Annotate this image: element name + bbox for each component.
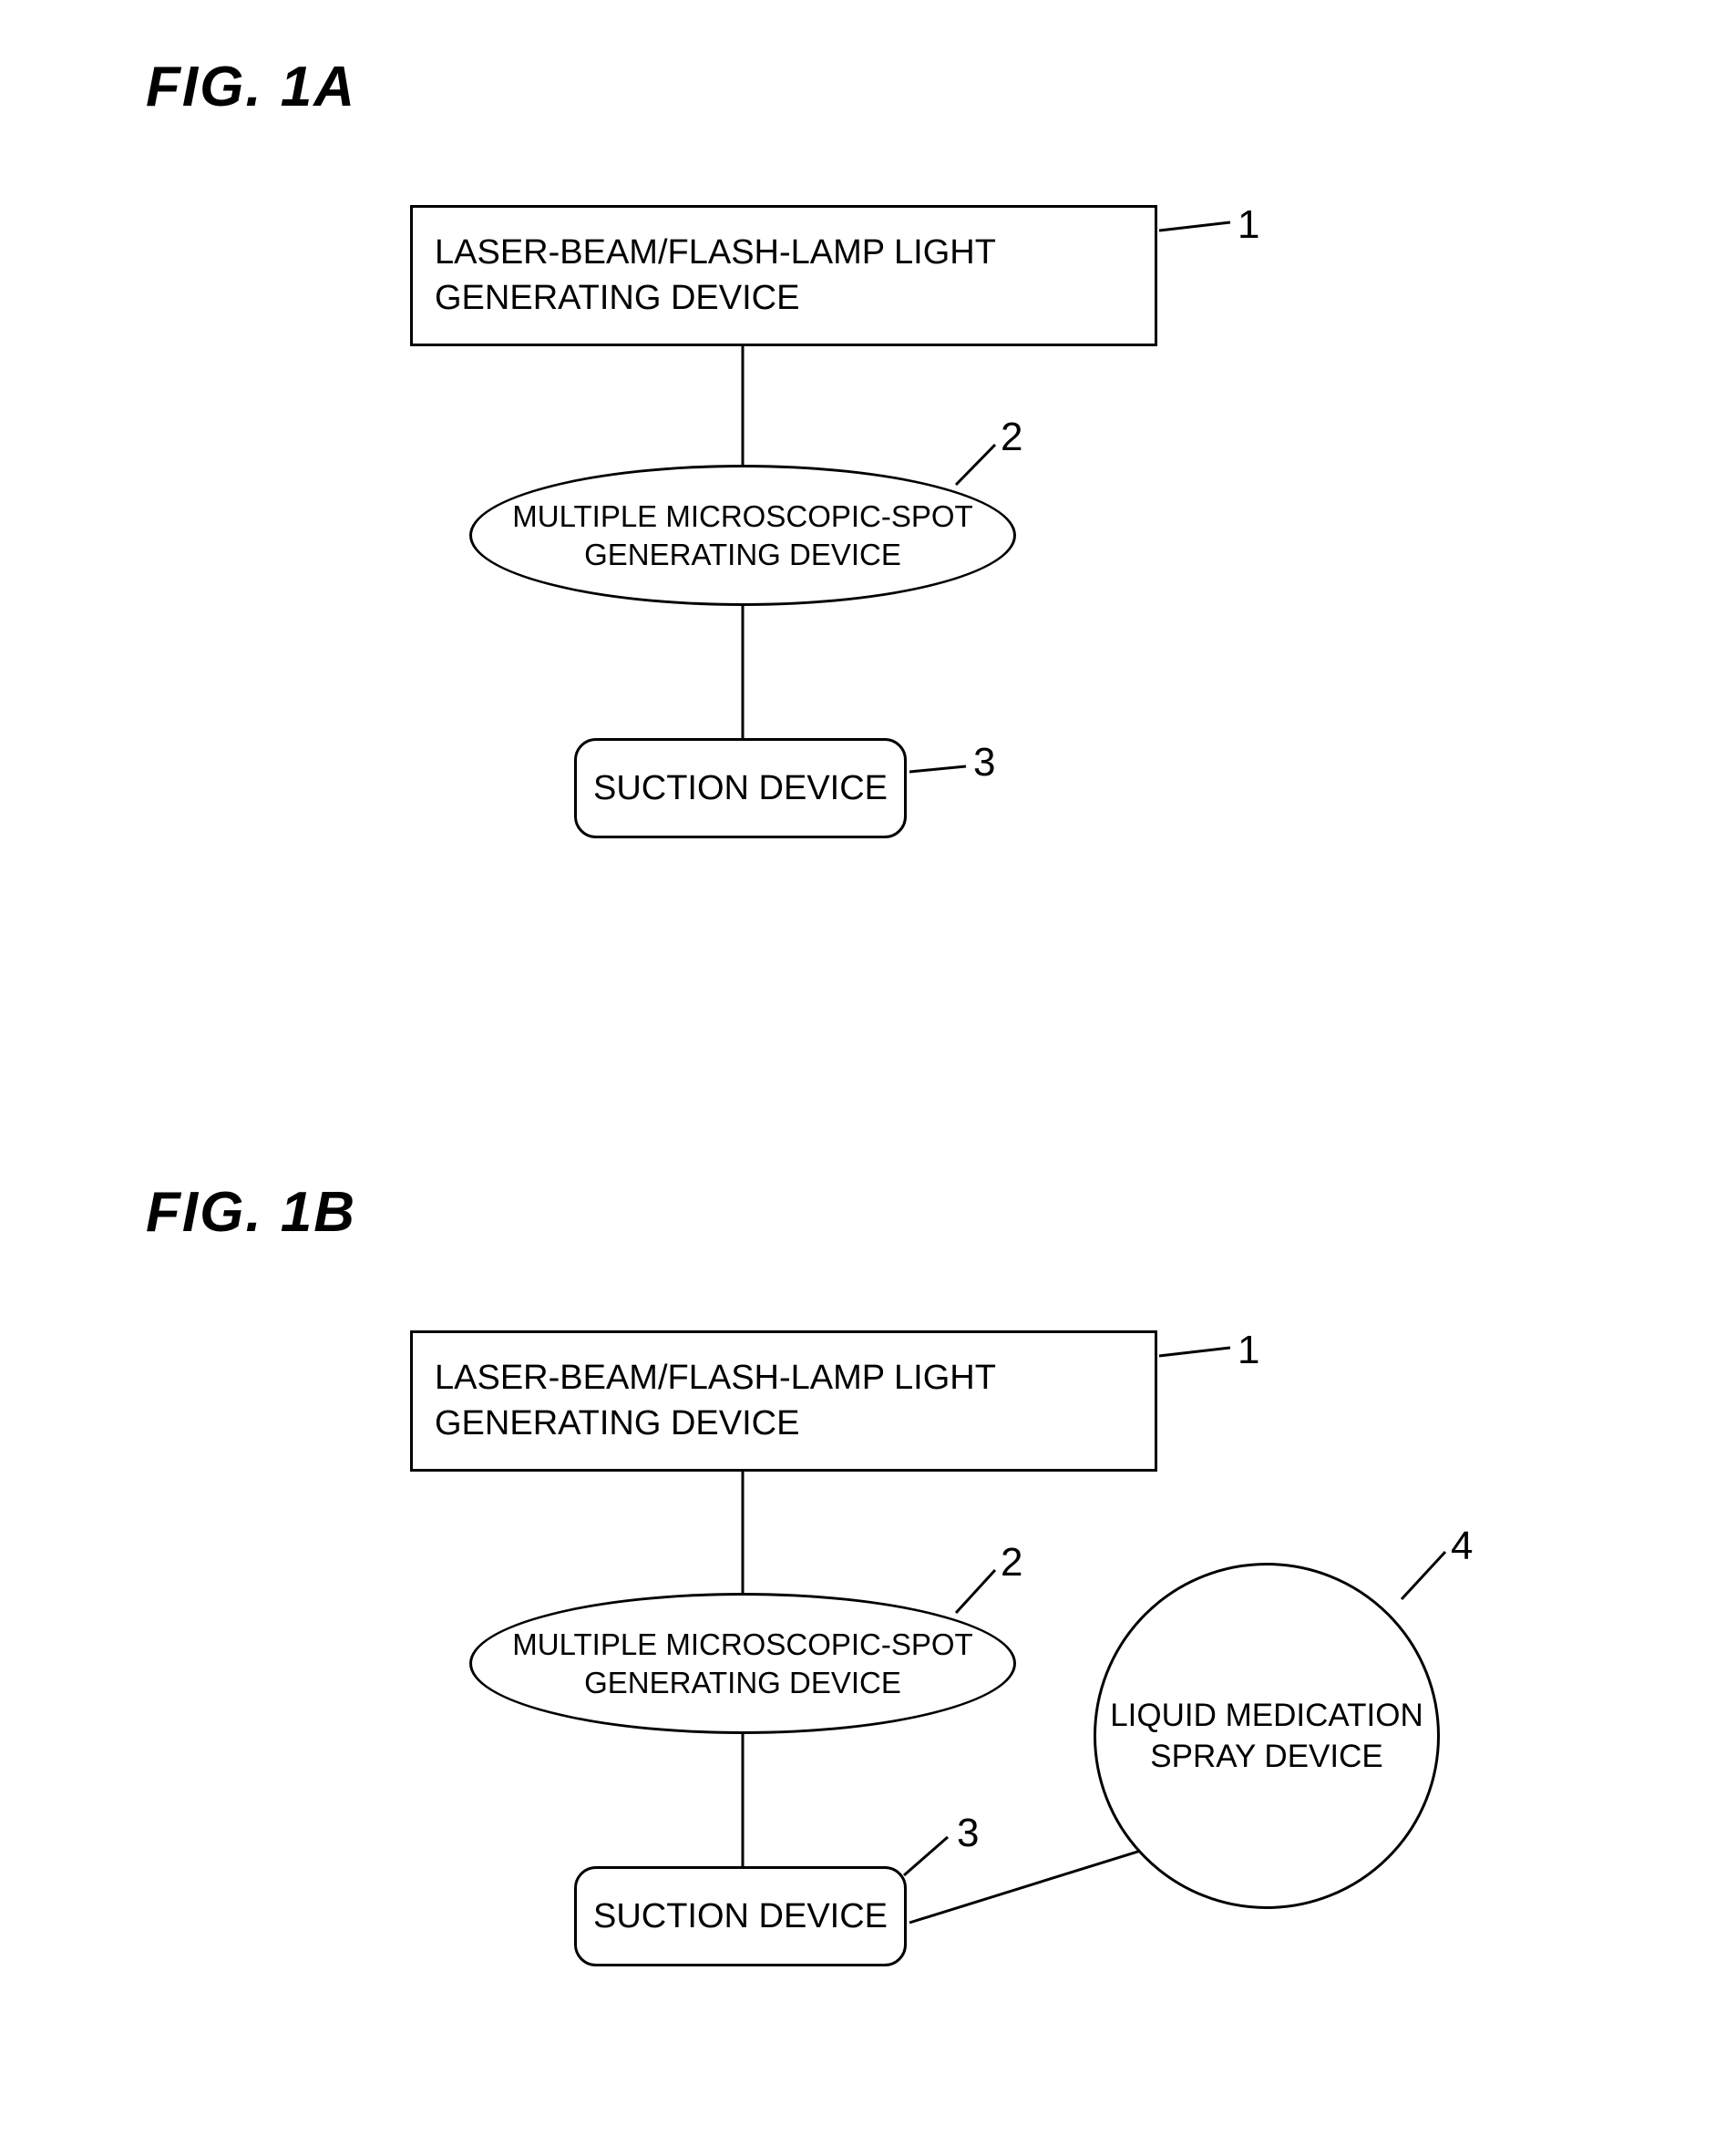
figA-leader-2	[956, 445, 995, 485]
figB-box-1-laser: LASER-BEAM/FLASH-LAMP LIGHT GENERATING D…	[410, 1330, 1157, 1472]
figB-leader-2	[956, 1570, 995, 1613]
figA-ref-1: 1	[1238, 202, 1259, 248]
figB-leader-3	[904, 1837, 948, 1875]
figB-box-1-text: LASER-BEAM/FLASH-LAMP LIGHT GENERATING D…	[435, 1356, 1133, 1446]
figB-ref-3: 3	[957, 1811, 979, 1856]
fig-a-label: FIG. 1A	[146, 55, 356, 119]
figB-conn-4-3	[909, 1850, 1144, 1923]
figA-box-2-microspot: MULTIPLE MICROSCOPIC-SPOT GENERATING DEV…	[469, 465, 1016, 606]
figA-box-1-laser: LASER-BEAM/FLASH-LAMP LIGHT GENERATING D…	[410, 205, 1157, 346]
page: FIG. 1A LASER-BEAM/FLASH-LAMP LIGHT GENE…	[0, 0, 1736, 2135]
figA-leader-3	[909, 766, 966, 772]
figA-box-2-text: MULTIPLE MICROSCOPIC-SPOT GENERATING DEV…	[472, 498, 1013, 573]
figB-box-3-suction: SUCTION DEVICE	[574, 1866, 907, 1966]
figB-box-3-text: SUCTION DEVICE	[593, 1897, 888, 1936]
figA-box-3-text: SUCTION DEVICE	[593, 769, 888, 808]
figA-ref-3: 3	[973, 740, 995, 785]
figB-box-2-microspot: MULTIPLE MICROSCOPIC-SPOT GENERATING DEV…	[469, 1593, 1016, 1734]
figB-ref-1: 1	[1238, 1328, 1259, 1373]
figB-leader-1	[1159, 1348, 1230, 1356]
figB-box-4-spray: LIQUID MEDICATION SPRAY DEVICE	[1094, 1563, 1440, 1909]
fig-b-label: FIG. 1B	[146, 1180, 356, 1245]
figA-leader-1	[1159, 222, 1230, 231]
figA-ref-2: 2	[1001, 415, 1022, 460]
figB-ref-2: 2	[1001, 1540, 1022, 1586]
figB-box-2-text: MULTIPLE MICROSCOPIC-SPOT GENERATING DEV…	[472, 1626, 1013, 1701]
figB-ref-4: 4	[1451, 1524, 1473, 1569]
figB-box-4-text: LIQUID MEDICATION SPRAY DEVICE	[1096, 1695, 1437, 1778]
figB-leader-4	[1402, 1552, 1445, 1599]
figA-box-3-suction: SUCTION DEVICE	[574, 738, 907, 838]
figA-box-1-text: LASER-BEAM/FLASH-LAMP LIGHT GENERATING D…	[435, 231, 1133, 321]
